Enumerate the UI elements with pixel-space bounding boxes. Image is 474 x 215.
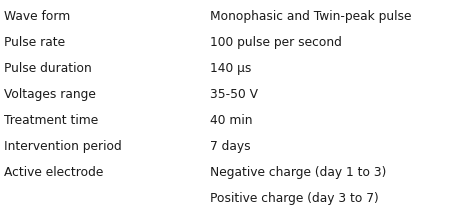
Text: Voltages range: Voltages range: [4, 88, 96, 101]
Text: 140 μs: 140 μs: [210, 62, 251, 75]
Text: 35-50 V: 35-50 V: [210, 88, 258, 101]
Text: Intervention period: Intervention period: [4, 140, 122, 153]
Text: 7 days: 7 days: [210, 140, 251, 153]
Text: Monophasic and Twin-peak pulse: Monophasic and Twin-peak pulse: [210, 10, 411, 23]
Text: Treatment time: Treatment time: [4, 114, 98, 127]
Text: 40 min: 40 min: [210, 114, 253, 127]
Text: Positive charge (day 3 to 7): Positive charge (day 3 to 7): [210, 192, 379, 205]
Text: Pulse rate: Pulse rate: [4, 36, 65, 49]
Text: Negative charge (day 1 to 3): Negative charge (day 1 to 3): [210, 166, 386, 179]
Text: 100 pulse per second: 100 pulse per second: [210, 36, 342, 49]
Text: Pulse duration: Pulse duration: [4, 62, 92, 75]
Text: Wave form: Wave form: [4, 10, 70, 23]
Text: Active electrode: Active electrode: [4, 166, 103, 179]
